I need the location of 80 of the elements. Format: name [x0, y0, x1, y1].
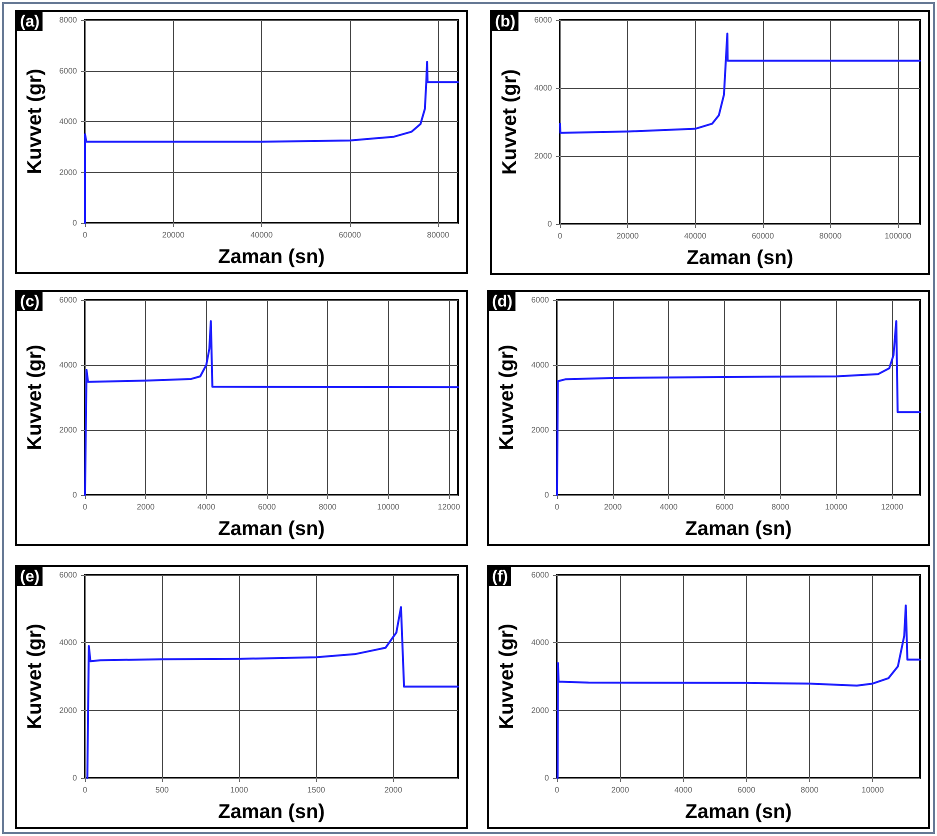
- y-tick-label: 2000: [59, 168, 78, 177]
- x-tick-label: 100000: [884, 232, 912, 240]
- x-tick-label: 20000: [616, 232, 640, 240]
- y-tick-label: 6000: [59, 66, 78, 76]
- y-axis-title: Kuvvet (gr): [24, 344, 46, 450]
- x-axis-title: Zaman (sn): [686, 247, 794, 269]
- x-axis-title: Zaman (sn): [218, 518, 325, 540]
- y-tick-label: 2000: [59, 426, 78, 434]
- x-tick-label: 2000: [611, 786, 630, 794]
- x-tick-label: 60000: [338, 230, 362, 240]
- y-tick-label: 0: [72, 218, 78, 228]
- y-tick-label: 2000: [531, 706, 550, 715]
- x-tick-label: 10000: [377, 502, 400, 512]
- x-tick-label: 4000: [197, 502, 216, 512]
- y-axis-title: Kuvvet (gr): [496, 624, 518, 730]
- y-tick-label: 4000: [531, 360, 550, 370]
- chart-title: (f): [492, 568, 508, 586]
- y-tick-label: 6000: [531, 296, 550, 304]
- y-axis-title: Kuvvet (gr): [499, 69, 521, 175]
- chart-title: (d): [492, 294, 512, 310]
- y-tick-label: 0: [544, 774, 550, 782]
- y-tick-label: 4000: [534, 84, 553, 92]
- x-tick-label: 6000: [737, 786, 756, 794]
- y-tick-label: 6000: [531, 570, 550, 580]
- y-tick-label: 0: [72, 774, 78, 782]
- x-tick-label: 1500: [307, 786, 326, 794]
- x-tick-label: 40000: [250, 230, 274, 240]
- y-tick-label: 4000: [531, 638, 550, 648]
- x-tick-label: 2000: [384, 786, 403, 794]
- y-tick-label: 4000: [59, 638, 78, 648]
- x-tick-label: 2000: [604, 502, 622, 512]
- x-tick-label: 0: [554, 502, 560, 512]
- chart-title: (c): [20, 294, 40, 310]
- x-tick-label: 0: [82, 786, 88, 794]
- y-tick-label: 0: [544, 490, 550, 500]
- x-tick-label: 80000: [427, 230, 450, 240]
- y-tick-label: 4000: [59, 117, 78, 126]
- y-tick-label: 4000: [59, 360, 78, 370]
- x-tick-label: 6000: [716, 502, 734, 512]
- y-tick-label: 2000: [59, 706, 78, 715]
- x-tick-label: 0: [82, 502, 88, 512]
- x-tick-label: 500: [155, 786, 170, 794]
- x-tick-label: 8000: [800, 786, 819, 794]
- x-tick-label: 12000: [438, 502, 461, 512]
- y-tick-label: 0: [72, 490, 78, 500]
- x-tick-label: 1000: [230, 786, 249, 794]
- x-tick-label: 4000: [660, 502, 678, 512]
- x-tick-label: 0: [554, 786, 560, 794]
- x-tick-label: 60000: [752, 232, 774, 240]
- x-tick-label: 40000: [684, 232, 707, 240]
- y-tick-label: 6000: [59, 296, 78, 304]
- y-tick-label: 2000: [534, 152, 553, 160]
- x-tick-label: 4000: [674, 786, 693, 794]
- line-series: [559, 32, 921, 134]
- x-tick-label: 2000: [136, 502, 156, 512]
- y-tick-label: 6000: [534, 16, 553, 24]
- x-tick-label: 8000: [318, 502, 338, 512]
- y-tick-label: 6000: [59, 570, 78, 580]
- chart-title: (b): [495, 14, 516, 30]
- x-tick-label: 80000: [819, 232, 842, 240]
- y-tick-label: 0: [548, 220, 553, 228]
- x-tick-label: 8000: [771, 502, 790, 512]
- x-tick-label: 0: [82, 230, 88, 240]
- x-axis-title: Zaman (sn): [685, 518, 792, 540]
- x-axis-title: Zaman (sn): [685, 801, 792, 823]
- y-axis-title: Kuvvet (gr): [496, 344, 518, 450]
- x-tick-label: 12000: [880, 502, 904, 512]
- x-tick-label: 0: [558, 232, 563, 240]
- x-axis-title: Zaman (sn): [218, 246, 325, 268]
- y-axis-title: Kuvvet (gr): [24, 624, 46, 730]
- y-tick-label: 8000: [59, 16, 78, 24]
- chart-title: (e): [20, 568, 40, 586]
- x-tick-label: 10000: [862, 786, 884, 794]
- chart-title: (a): [20, 14, 40, 30]
- x-axis-title: Zaman (sn): [218, 801, 325, 823]
- y-tick-label: 2000: [531, 426, 550, 434]
- x-tick-label: 20000: [162, 230, 185, 240]
- x-tick-label: 6000: [258, 502, 276, 512]
- x-tick-label: 10000: [825, 502, 848, 512]
- y-axis-title: Kuvvet (gr): [24, 68, 46, 174]
